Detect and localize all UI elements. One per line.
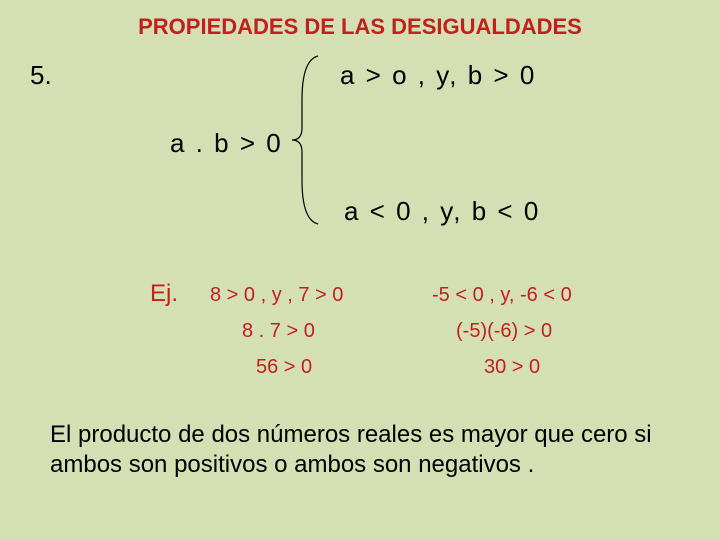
example-left-line3: 56 > 0 — [256, 356, 312, 379]
conclusion-text: El producto de dos números reales es may… — [50, 420, 670, 480]
main-expression: a . b > 0 — [170, 128, 283, 159]
example-left-line2: 8 . 7 > 0 — [242, 320, 315, 343]
condition-bottom: a < 0 , y, b < 0 — [344, 196, 540, 227]
example-right-line1: -5 < 0 , y, -6 < 0 — [432, 284, 572, 307]
example-right-line3: 30 > 0 — [484, 356, 540, 379]
brace-left — [288, 50, 328, 230]
example-left-line1: 8 > 0 , y , 7 > 0 — [210, 284, 343, 307]
example-right-line2: (-5)(-6) > 0 — [456, 320, 552, 343]
example-label: Ej. — [150, 280, 178, 308]
condition-top: a > o , y, b > 0 — [340, 60, 536, 91]
item-number: 5. — [30, 60, 52, 91]
page-title: PROPIEDADES DE LAS DESIGUALDADES — [0, 14, 720, 40]
